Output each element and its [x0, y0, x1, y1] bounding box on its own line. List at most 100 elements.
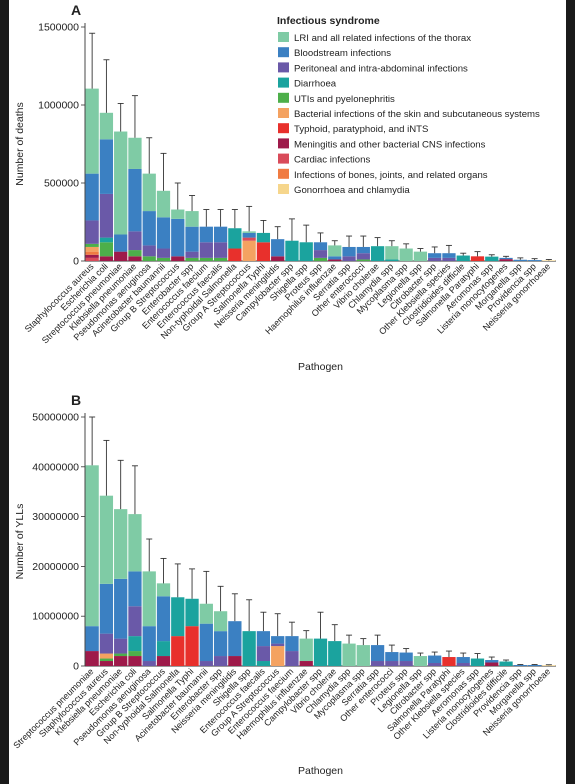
bar-segment-peritoneal — [342, 256, 356, 261]
legend-swatch-diarrhoea — [278, 77, 289, 88]
bar-segment-blood — [513, 259, 527, 261]
bar-segment-lri — [156, 190, 171, 218]
bar-segment-peritoneal — [128, 606, 142, 637]
y-tick-label: 10000000 — [32, 611, 79, 623]
bar-segment-typhoid — [256, 242, 271, 261]
bar-segment-blood — [185, 226, 199, 252]
bar-segment-meningitis — [171, 256, 185, 261]
bar-segment-blood — [171, 218, 185, 257]
y-tick-label: 30000000 — [32, 511, 79, 523]
legend-swatch-skin — [278, 108, 289, 118]
bar-segment-peritoneal — [356, 253, 370, 260]
bar-segment-blood — [456, 657, 470, 664]
bar-segment-meningitis — [99, 256, 114, 261]
bar-segment-meningitis — [99, 661, 114, 666]
legend-item-label: Bloodstream infections — [294, 48, 391, 59]
bar-segment-uti — [199, 257, 213, 261]
bar-segment-lri — [171, 209, 185, 219]
y-axis-label: Number of deaths — [14, 102, 26, 185]
bar-segment-lri — [385, 246, 399, 260]
bar-segment-lri — [85, 465, 99, 627]
bar-segment-uti — [128, 250, 142, 257]
bar-segment-blood — [228, 621, 242, 657]
bar-segment-lri — [99, 495, 114, 584]
bar-segment-lri — [299, 638, 313, 662]
bar-segment-meningitis — [114, 656, 128, 666]
bar-segment-peritoneal — [213, 242, 228, 258]
bar-segment-blood — [114, 578, 128, 639]
x-axis-label: Pathogen — [298, 361, 343, 373]
bar-segment-blood — [328, 256, 342, 260]
panel-letter: A — [71, 2, 81, 18]
bar-segment-gonorrhoea — [542, 260, 556, 261]
bar-segment-blood — [99, 139, 114, 194]
bar-segment-diarrhoea — [313, 638, 328, 666]
bar-segment-peritoneal — [399, 661, 413, 666]
bar-segment-meningitis — [485, 662, 499, 666]
bar-segment-meningitis — [85, 254, 99, 258]
bar-segment-uti — [185, 257, 199, 261]
bar-segment-blood — [285, 636, 299, 652]
bar-segment-peritoneal — [213, 656, 228, 666]
bar-segment-diarrhoea — [128, 636, 142, 652]
y-tick-label: 0 — [73, 661, 79, 673]
bar-segment-uti — [142, 256, 156, 261]
bar-segment-diarrhoea — [256, 232, 271, 243]
bar-segment-diarrhoea — [456, 255, 470, 261]
bar-segment-peritoneal — [456, 663, 470, 666]
legend-item-label: Typhoid, paratyphoid, and iNTS — [294, 124, 428, 135]
bar-segment-diarrhoea — [499, 661, 513, 666]
bar-segment-meningitis — [156, 656, 171, 666]
panel-letter: B — [71, 392, 81, 408]
bar-segment-blood — [428, 655, 442, 664]
bar-segment-peritoneal — [271, 643, 285, 647]
legend-item-label: Bacterial infections of the skin and sub… — [294, 109, 540, 120]
bar-segment-diarrhoea — [156, 641, 171, 657]
bar-segment-blood — [85, 173, 99, 221]
bar-segment-peritoneal — [85, 220, 99, 244]
bar-segment-blood — [271, 239, 285, 257]
bar-segment-blood — [428, 253, 442, 258]
y-tick-label: 40000000 — [32, 461, 79, 473]
bar-segment-lri — [413, 251, 428, 261]
bar-segment-diarrhoea — [485, 256, 499, 261]
bar-segment-peritoneal — [142, 245, 156, 257]
bar-segment-typhoid — [442, 657, 456, 666]
bar-segment-uti — [99, 242, 114, 257]
bar-segment-blood — [513, 665, 527, 666]
bar-segment-typhoid — [171, 636, 185, 666]
legend-title: Infectious syndrome — [277, 15, 380, 27]
bar-segment-blood — [271, 636, 285, 644]
legend-swatch-peritoneal — [278, 62, 289, 73]
legend-item-label: Gonorrhoea and chlamydia — [294, 185, 410, 196]
legend-item-label: Meningitis and other bacterial CNS infec… — [294, 139, 486, 150]
bar-segment-diarrhoea — [185, 598, 199, 627]
bar-segment-peritoneal — [185, 251, 199, 258]
legend-swatch-blood — [278, 47, 289, 58]
legend-swatch-typhoid — [278, 123, 289, 134]
bar-segment-blood — [99, 583, 114, 634]
bar-segment-blood — [399, 652, 413, 662]
bar-segment-typhoid — [185, 626, 199, 666]
bar-segment-peritoneal — [385, 661, 399, 666]
bar-segment-skin — [242, 240, 256, 261]
bar-segment-diarrhoea — [385, 259, 399, 261]
bar-segment-skin — [99, 653, 114, 659]
bar-segment-meningitis — [328, 259, 342, 261]
bar-segment-meningitis — [499, 259, 513, 261]
bar-segment-lri — [128, 137, 142, 169]
bar-segment-lri — [213, 611, 228, 632]
bar-segment-uti — [128, 651, 142, 657]
y-tick-label: 500000 — [44, 178, 79, 190]
bar-segment-peritoneal — [285, 651, 299, 666]
bar-segment-uti — [85, 243, 99, 247]
bar-segment-blood — [142, 211, 156, 246]
bar-segment-diarrhoea — [99, 237, 114, 243]
bar-segment-peritoneal — [156, 248, 171, 258]
bar-segment-diarrhoea — [470, 658, 485, 666]
legend-swatch-bones — [278, 168, 289, 179]
bar-segment-blood — [114, 234, 128, 252]
bar-segment-uti — [114, 653, 128, 657]
bar-segment-bones — [85, 251, 99, 255]
legend: Infectious syndrome LRI and all related i… — [277, 15, 540, 196]
